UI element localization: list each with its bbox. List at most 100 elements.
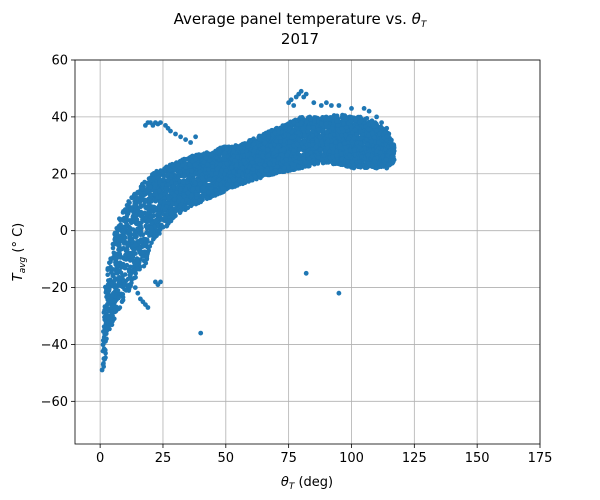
chart-title-line2: 2017 (281, 30, 319, 48)
scatter-point (197, 198, 202, 203)
scatter-point (372, 159, 378, 165)
scatter-point (214, 167, 220, 172)
scatter-point (125, 247, 130, 253)
scatter-point (282, 165, 287, 171)
scatter-point (121, 279, 127, 284)
scatter-point (127, 233, 132, 238)
scatter-point (160, 224, 166, 230)
scatter-point (120, 273, 125, 279)
scatter-point (302, 160, 308, 166)
scatter-point (135, 258, 140, 263)
scatter-point (283, 157, 289, 162)
scatter-point (161, 196, 167, 201)
scatter-point (362, 117, 368, 122)
scatter-point (144, 254, 150, 259)
scatter-point (371, 135, 377, 140)
scatter-point (200, 185, 206, 190)
scatter-point (185, 205, 191, 211)
scatter-point (112, 237, 117, 242)
scatter-point (153, 217, 159, 223)
scatter-point (125, 276, 131, 282)
scatter-point (202, 151, 207, 157)
scatter-point (129, 244, 135, 250)
scatter-point (217, 162, 223, 167)
scatter-point (104, 294, 109, 300)
scatter-point (342, 141, 348, 146)
scatter-point (301, 145, 306, 150)
scatter-point (140, 181, 145, 187)
scatter-point (115, 268, 121, 274)
scatter-point (354, 132, 360, 137)
scatter-point (328, 133, 333, 139)
scatter-point (112, 278, 117, 284)
scatter-point (300, 126, 306, 131)
scatter-point (110, 245, 116, 251)
scatter-point (235, 173, 241, 178)
scatter-point (252, 174, 258, 180)
scatter-point (142, 241, 148, 247)
scatter-point (257, 162, 263, 167)
scatter-point (225, 182, 230, 187)
scatter-point (124, 213, 130, 218)
scatter-point (103, 284, 108, 290)
scatter-point (197, 169, 203, 175)
scatter-point (126, 269, 132, 274)
scatter-point (105, 315, 111, 320)
scatter-point (132, 242, 138, 248)
scatter-point (343, 132, 348, 138)
scatter-point (257, 137, 262, 142)
scatter-point (289, 161, 295, 167)
scatter-point (119, 246, 125, 252)
scatter-point (339, 126, 345, 131)
scatter-point (335, 122, 341, 128)
scatter-point (271, 170, 276, 175)
scatter-point (131, 192, 137, 198)
scatter-point (177, 158, 183, 164)
scatter-point (359, 154, 365, 159)
scatter-point (213, 171, 219, 176)
scatter-point (287, 168, 293, 173)
scatter-point (317, 135, 323, 140)
scatter-point (187, 162, 192, 167)
scatter-point (229, 165, 234, 170)
scatter-point (219, 156, 225, 161)
scatter-point (140, 249, 145, 255)
scatter-point (325, 160, 331, 165)
scatter-point (105, 266, 111, 272)
scatter-point (140, 232, 146, 237)
scatter-point (297, 147, 302, 152)
scatter-point (338, 162, 344, 167)
scatter-point (116, 295, 121, 301)
scatter-point (245, 143, 250, 149)
scatter-point (249, 160, 255, 165)
scatter-point (141, 263, 147, 269)
scatter-point (203, 155, 209, 161)
scatter-point (244, 149, 249, 154)
scatter-point (156, 203, 162, 209)
scatter-point (149, 225, 154, 231)
scatter-point (307, 163, 312, 168)
scatter-point (128, 258, 133, 263)
scatter-point (124, 221, 129, 227)
scatter-point (128, 206, 134, 212)
scatter-point (153, 189, 158, 194)
scatter-point (286, 133, 291, 138)
scatter-point (216, 177, 222, 183)
scatter-point (186, 174, 192, 180)
scatter-point (127, 200, 132, 205)
scatter-point (241, 158, 246, 164)
scatter-point (204, 196, 210, 202)
scatter-point (265, 172, 271, 177)
scatter-point (265, 147, 271, 153)
scatter-point (149, 205, 154, 211)
scatter-point (120, 224, 126, 230)
scatter-point (162, 206, 168, 212)
chart-title-line1: Average panel temperature vs. θT (174, 10, 428, 30)
scatter-point (210, 193, 215, 198)
chart-title-prefix: Average panel temperature vs. (174, 10, 412, 28)
scatter-point (123, 288, 129, 293)
scatter-point (172, 167, 177, 172)
scatter-point (131, 232, 136, 237)
scatter-point (176, 174, 181, 180)
scatter-point (108, 256, 113, 262)
